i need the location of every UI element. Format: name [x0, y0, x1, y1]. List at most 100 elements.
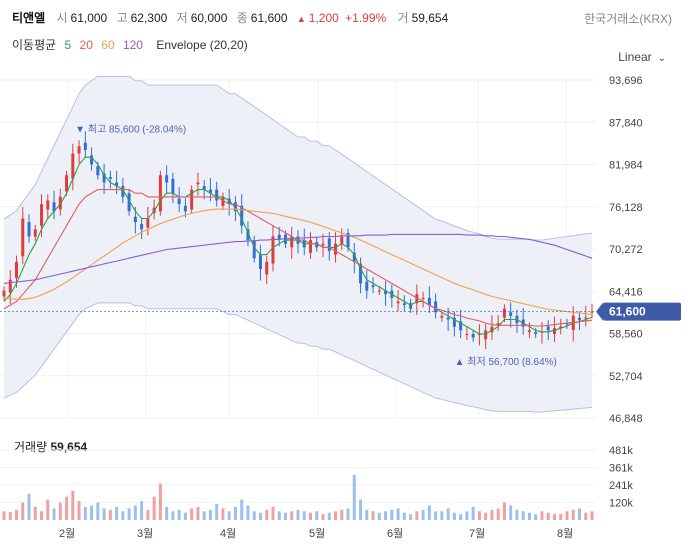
volume-bar[interactable] [77, 501, 81, 520]
volume-bar[interactable] [65, 496, 69, 520]
volume-bar[interactable] [27, 493, 31, 520]
volume-bar[interactable] [71, 490, 75, 520]
candle[interactable] [46, 194, 50, 220]
candle[interactable] [321, 234, 325, 258]
candle[interactable] [546, 320, 550, 341]
candle[interactable] [215, 181, 219, 207]
volume-bar[interactable] [490, 509, 494, 520]
volume-bar[interactable] [584, 512, 588, 520]
candle[interactable] [459, 309, 463, 339]
candle[interactable] [490, 315, 494, 341]
volume-bar[interactable] [265, 509, 269, 520]
ma-60-period[interactable]: 60 [101, 38, 115, 52]
volume-bar[interactable] [527, 512, 531, 520]
candle[interactable] [90, 147, 94, 171]
ma-5-period[interactable]: 5 [64, 38, 72, 52]
volume-bar[interactable] [140, 501, 144, 520]
volume-bar[interactable] [33, 506, 37, 520]
candle[interactable] [165, 165, 169, 194]
volume-bar[interactable] [577, 508, 581, 520]
volume-bar[interactable] [484, 512, 488, 520]
stock-name[interactable]: 티앤엘 [12, 11, 46, 25]
candle[interactable] [384, 280, 388, 306]
candle[interactable] [183, 197, 187, 218]
volume-bar[interactable] [171, 511, 175, 520]
volume-bar[interactable] [8, 511, 12, 520]
volume-bar[interactable] [502, 502, 506, 520]
ma-120-period[interactable]: 120 [122, 38, 143, 52]
candle[interactable] [221, 192, 225, 211]
candle[interactable] [240, 194, 244, 234]
candle[interactable] [396, 289, 400, 312]
volume-bar[interactable] [208, 509, 212, 520]
candle[interactable] [309, 232, 313, 259]
candle[interactable] [21, 206, 25, 265]
candle[interactable] [534, 327, 538, 339]
volume-bar[interactable] [427, 505, 431, 520]
candle[interactable] [590, 303, 594, 319]
volume-bar[interactable] [409, 514, 413, 520]
volume-bar[interactable] [83, 506, 87, 520]
candle[interactable] [577, 311, 581, 330]
volume-bar[interactable] [384, 511, 388, 520]
volume-bar[interactable] [415, 511, 419, 520]
candle[interactable] [258, 244, 262, 281]
volume-bar[interactable] [571, 509, 575, 520]
volume-bar[interactable] [258, 512, 262, 520]
candle[interactable] [340, 228, 344, 250]
candle[interactable] [146, 206, 150, 236]
volume-bar[interactable] [46, 499, 50, 520]
candle[interactable] [509, 302, 513, 328]
volume-bar[interactable] [371, 511, 375, 520]
volume-bar[interactable] [509, 505, 513, 520]
volume-bar[interactable] [246, 505, 250, 520]
volume-bar[interactable] [452, 512, 456, 520]
candle[interactable] [552, 316, 556, 342]
volume-bar[interactable] [496, 508, 500, 520]
volume-bar[interactable] [227, 511, 231, 520]
volume-bar[interactable] [252, 511, 256, 520]
volume-bar[interactable] [221, 508, 225, 520]
volume-bar[interactable] [440, 511, 444, 520]
volume-bar[interactable] [177, 509, 181, 520]
candle[interactable] [33, 224, 37, 241]
candle[interactable] [27, 214, 31, 243]
volume-bar[interactable] [590, 511, 594, 520]
volume-bar[interactable] [390, 509, 394, 520]
volume-bar[interactable] [15, 509, 19, 520]
candle[interactable] [427, 286, 431, 314]
volume-bar[interactable] [2, 511, 6, 520]
volume-bar[interactable] [133, 505, 137, 520]
volume-bar[interactable] [552, 514, 556, 520]
candle[interactable] [71, 143, 75, 191]
candle[interactable] [140, 217, 144, 240]
volume-bar[interactable] [115, 506, 119, 520]
volume-bar[interactable] [158, 483, 162, 520]
candle[interactable] [440, 311, 444, 323]
volume-bar[interactable] [152, 496, 156, 520]
candle[interactable] [452, 311, 456, 337]
volume-bar[interactable] [196, 506, 200, 520]
volume-bar[interactable] [534, 514, 538, 520]
volume-bar[interactable] [271, 506, 275, 520]
volume-bar[interactable] [233, 506, 237, 520]
volume-bar[interactable] [365, 509, 369, 520]
volume-bar[interactable] [559, 514, 563, 520]
volume-bar[interactable] [434, 511, 438, 520]
candle[interactable] [359, 257, 363, 294]
candle[interactable] [52, 190, 56, 220]
volume-chart[interactable]: 481k 361k 241k 120k 2월 3월 4월 5월 6월 7월 8월 [0, 430, 686, 553]
volume-bar[interactable] [346, 508, 350, 520]
candle[interactable] [227, 188, 231, 216]
volume-bar[interactable] [540, 511, 544, 520]
candle[interactable] [365, 270, 369, 299]
volume-bar[interactable] [52, 508, 56, 520]
candle[interactable] [352, 243, 356, 274]
volume-bar[interactable] [90, 505, 94, 520]
volume-bar[interactable] [202, 511, 206, 520]
candle[interactable] [196, 172, 200, 196]
candle[interactable] [108, 170, 112, 189]
scale-selector[interactable]: Linear ⌄ [618, 50, 666, 64]
volume-bar[interactable] [302, 511, 306, 520]
volume-bar[interactable] [515, 509, 519, 520]
